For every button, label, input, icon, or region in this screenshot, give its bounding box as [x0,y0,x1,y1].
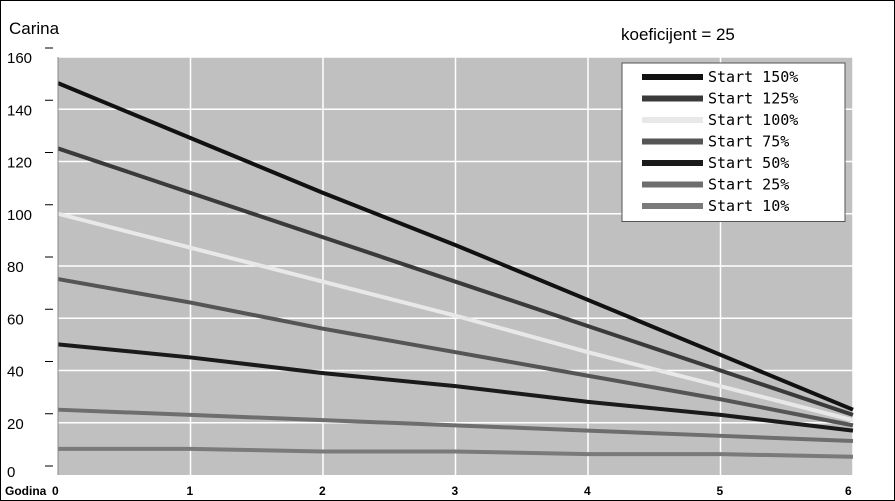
series-line-start100 [57,211,854,423]
series-line-start150 [57,81,854,412]
legend-label: Start 150% [708,68,798,86]
series-line-start125 [57,146,854,417]
y-tick-label: 40 [7,364,24,381]
x-tick-label: 1 [187,484,194,498]
legend-label: Start 75% [708,133,789,151]
x-tick-label: 3 [452,484,459,498]
y-tick-label: 0 [7,464,15,481]
coefficient-annotation: koeficijent = 25 [621,25,735,44]
y-tick-label: 60 [7,311,24,328]
series-line-start75 [57,277,854,428]
legend-label: Start 25% [708,176,789,194]
x-tick-label: 4 [584,484,591,498]
legend-label: Start 100% [708,111,798,129]
series-line-start25 [57,407,854,444]
x-tick-label: 2 [319,484,326,498]
y-tick-label: 100 [7,207,32,224]
y-tick-label: 160 [7,50,32,67]
y-tick-label: 120 [7,155,32,172]
legend-label: Start 50% [708,154,789,172]
y-axis-label: Carina [9,19,60,38]
x-tick-label: 6 [845,484,852,498]
y-tick-label: 20 [7,416,24,433]
series-line-start50 [57,342,854,433]
legend-label: Start 125% [708,90,798,108]
x-tick-label: 0 [52,484,59,498]
legend-label: Start 10% [708,197,789,215]
y-tick-label: 80 [7,259,24,276]
y-tick-label: 140 [7,102,32,119]
x-axis-label: Godina [5,484,47,498]
x-tick-label: 5 [717,484,724,498]
series-line-start10 [58,446,854,459]
